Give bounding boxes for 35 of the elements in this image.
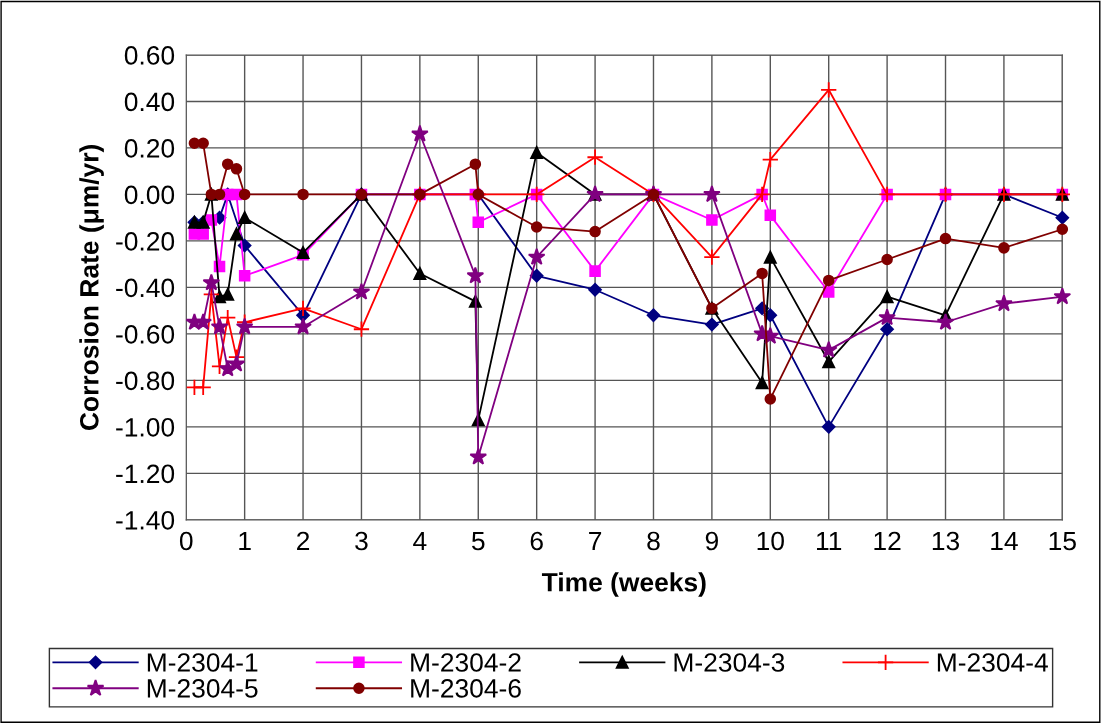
x-tick-label: 7: [589, 531, 602, 551]
x-tick-label: 14: [991, 531, 1018, 551]
x-tick-label: 10: [757, 531, 784, 551]
x-tick-label: 15: [1049, 531, 1076, 551]
legend-label: M-2304-2: [411, 653, 521, 672]
x-tick-label: 0: [179, 531, 193, 551]
y-tick-label: 0.60: [124, 46, 175, 65]
x-tick-label: 2: [297, 531, 310, 551]
legend-label: M-2304-5: [147, 679, 258, 698]
legend-label: M-2304-1: [147, 653, 258, 672]
x-tick-label: 5: [471, 531, 485, 551]
x-tick-label: 3: [355, 531, 368, 551]
x-tick-label: 6: [530, 531, 543, 551]
x-tick-label: 11: [817, 531, 842, 551]
x-tick-label: 9: [705, 531, 718, 551]
x-tick-label: 13: [932, 531, 960, 551]
x-tick-label: 1: [239, 531, 251, 551]
legend-label: M-2304-4: [937, 653, 1048, 672]
x-tick-label: 12: [874, 531, 901, 551]
y-tick-label: 0.00: [124, 185, 175, 205]
y-tick-label: -0.80: [116, 371, 175, 391]
y-tick-label: -0.40: [116, 278, 175, 298]
y-tick-label: -1.40: [116, 510, 175, 530]
legend-label: M-2304-6: [411, 679, 521, 698]
y-tick-label: -1.20: [116, 464, 175, 484]
y-tick-label: -0.60: [116, 325, 175, 344]
x-axis-title: Time (weeks): [541, 572, 706, 597]
y-axis-title: Corrosion Rate (μm/yr): [79, 145, 104, 431]
y-tick-label: 0.40: [124, 92, 175, 112]
y-tick-label: -0.20: [116, 232, 175, 251]
y-tick-label: 0.20: [124, 139, 175, 158]
legend-label: M-2304-3: [674, 653, 785, 672]
x-tick-label: 8: [647, 531, 660, 551]
x-tick-label: 4: [413, 531, 427, 551]
y-tick-label: -1.00: [116, 417, 175, 437]
